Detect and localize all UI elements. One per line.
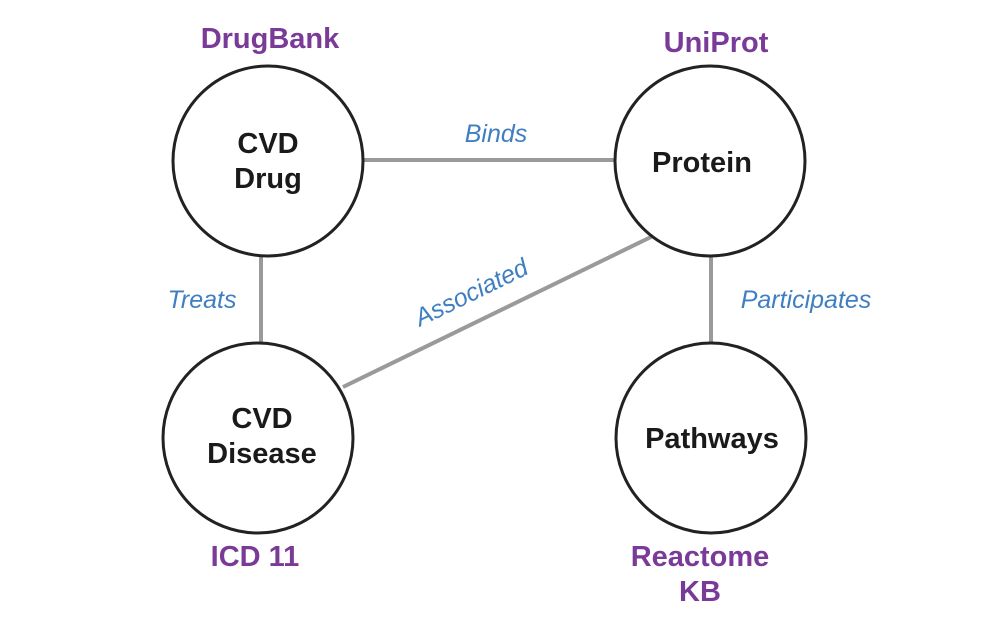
source-label-reactome-line1: Reactome: [631, 541, 770, 573]
edge-label-binds: Binds: [465, 120, 528, 148]
source-label-uniprot: UniProt: [664, 27, 769, 59]
node-cvd-drug-circle: [171, 64, 365, 258]
node-protein-label: Protein: [652, 147, 752, 179]
edge-label-participates: Participates: [741, 286, 872, 314]
edge-label-associated: Associated: [409, 253, 534, 333]
node-pathways-label: Pathways: [645, 423, 779, 455]
node-cvd-disease-label-line1: CVD: [231, 403, 292, 435]
source-label-drugbank: DrugBank: [201, 23, 340, 55]
source-label-reactome-line2: KB: [679, 576, 721, 608]
node-cvd-disease-circle: [161, 341, 355, 535]
node-cvd-drug-label-line1: CVD: [237, 128, 298, 160]
node-protein-circle: [613, 64, 807, 258]
edge-associated: [342, 234, 654, 389]
source-label-icd: ICD 11: [211, 541, 300, 573]
node-pathways-circle: [614, 341, 808, 535]
edge-label-treats: Treats: [168, 286, 237, 314]
node-cvd-drug-label-line2: Drug: [234, 163, 302, 195]
node-cvd-disease-label-line2: Disease: [207, 438, 317, 470]
